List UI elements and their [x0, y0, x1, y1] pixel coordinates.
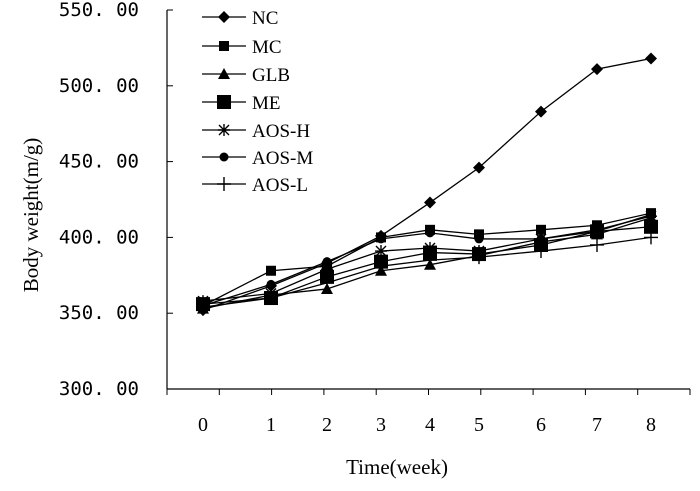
- data-point-aos-h: [321, 263, 333, 276]
- y-tick-label: 400. 00: [59, 226, 139, 248]
- legend: NC MC GLB ME AOS-H AOS-M AOS-L: [202, 8, 313, 196]
- data-point-aos-m: [266, 279, 276, 289]
- legend-marker-aos-l: [217, 177, 231, 191]
- data-point-aos-m: [376, 234, 386, 244]
- legend-label: AOS-H: [252, 121, 310, 142]
- x-tick-label: 8: [646, 414, 656, 436]
- data-point-aos-h: [375, 245, 387, 258]
- data-point-aos-l: [472, 250, 486, 265]
- legend-label: AOS-M: [252, 148, 313, 169]
- data-point-me: [644, 219, 658, 234]
- legend-marker-aos-m: [219, 152, 229, 162]
- x-tick-label: 6: [536, 414, 546, 436]
- data-point-aos-l: [196, 300, 210, 315]
- data-point-aos-l: [644, 230, 658, 245]
- legend-item-aos-l: AOS-L: [202, 175, 308, 196]
- data-point-nc: [591, 63, 603, 76]
- y-axis-title: Body weight(m/g): [19, 138, 43, 293]
- legend-item-mc: MC: [202, 37, 282, 58]
- x-axis-ticks: 0 1 2 3 4 5 6 7 8: [166, 389, 691, 436]
- x-tick-label: 7: [592, 414, 602, 436]
- y-tick-label: 500. 00: [59, 75, 139, 97]
- series-layer: [196, 52, 658, 317]
- y-tick-label: 450. 00: [59, 151, 139, 173]
- data-point-mc: [536, 224, 546, 235]
- legend-item-nc: NC: [202, 8, 278, 29]
- data-point-aos-m: [474, 234, 484, 244]
- x-tick-label: 2: [322, 414, 332, 436]
- series-aos-m: [198, 210, 656, 311]
- x-axis-title: Time(week): [346, 455, 448, 479]
- y-tick-label: 300. 00: [59, 378, 139, 400]
- legend-marker-me: [217, 95, 231, 109]
- data-point-aos-m: [536, 234, 546, 244]
- legend-marker-aos-h: [218, 124, 230, 136]
- data-point-aos-l: [590, 237, 604, 252]
- legend-item-aos-m: AOS-M: [202, 148, 313, 169]
- legend-label: MC: [252, 37, 282, 58]
- data-point-aos-l: [374, 259, 388, 274]
- x-tick-label: 0: [198, 414, 208, 436]
- data-point-aos-m: [646, 210, 656, 220]
- legend-label: ME: [252, 93, 281, 114]
- data-point-aos-h: [424, 242, 436, 255]
- data-point-aos-m: [322, 257, 332, 267]
- data-point-nc: [424, 196, 436, 209]
- x-tick-label: 5: [474, 414, 484, 436]
- legend-marker-glb: [218, 68, 230, 79]
- legend-marker-nc: [218, 11, 230, 23]
- data-point-nc: [645, 52, 657, 65]
- y-tick-label: 550. 00: [59, 0, 139, 21]
- y-axis-ticks: 300. 00 350. 00 400. 00 450. 00 500. 00 550. …: [59, 0, 173, 400]
- x-tick-label: 4: [425, 414, 435, 436]
- x-tick-label: 3: [376, 414, 386, 436]
- legend-item-glb: GLB: [202, 65, 290, 86]
- x-tick-label: 1: [266, 414, 276, 436]
- data-point-aos-l: [264, 291, 278, 306]
- y-tick-label: 350. 00: [59, 302, 139, 324]
- legend-marker-mc: [219, 41, 229, 51]
- data-point-aos-l: [534, 244, 548, 259]
- legend-label: AOS-L: [252, 175, 308, 196]
- legend-item-me: ME: [202, 93, 281, 114]
- legend-item-aos-h: AOS-H: [202, 121, 310, 142]
- legend-label: GLB: [252, 65, 290, 86]
- data-point-aos-l: [423, 253, 437, 268]
- data-point-mc: [474, 229, 484, 240]
- data-point-aos-m: [592, 226, 602, 236]
- data-point-nc: [535, 105, 547, 118]
- series-aos-l: [196, 230, 658, 315]
- legend-label: NC: [252, 8, 278, 29]
- data-point-mc: [266, 265, 276, 276]
- data-point-aos-l: [320, 275, 334, 290]
- data-point-nc: [473, 161, 485, 174]
- data-point-aos-m: [425, 228, 435, 238]
